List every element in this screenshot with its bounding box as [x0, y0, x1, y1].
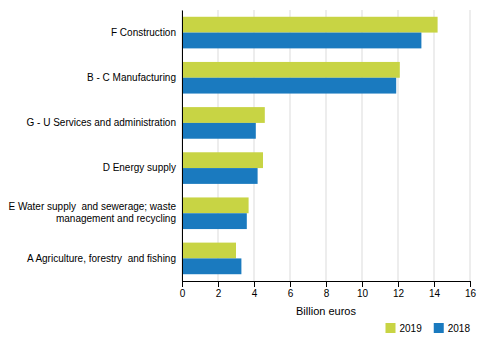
grid-line — [182, 10, 183, 281]
tick-label: F Construction — [111, 27, 176, 38]
grid-line — [470, 10, 471, 281]
tick-label: G - U Services and administration — [26, 117, 176, 128]
bar — [182, 78, 396, 94]
y-axis: A Agriculture, forestry and fishing E Wat… — [9, 11, 183, 282]
tick: D Energy supply — [103, 162, 176, 173]
tick-label: A Agriculture, forestry and fishing — [27, 253, 176, 264]
tick: A Agriculture, forestry and fishing — [27, 253, 176, 264]
tick-label: 12 — [393, 288, 405, 299]
tick-label: D Energy supply — [103, 162, 176, 173]
tick: 14 — [429, 281, 441, 299]
x-axis-title: Billion euros — [296, 305, 356, 317]
bar — [182, 62, 400, 78]
tick: B - C Manufacturing — [87, 72, 176, 83]
tick: F Construction — [111, 27, 176, 38]
legend-label: 2018 — [448, 323, 471, 334]
tick-label: E Water supply and sewerage; waste manag… — [9, 201, 177, 224]
tick: 6 — [288, 281, 294, 299]
tick: 12 — [393, 281, 405, 299]
bar — [182, 152, 263, 168]
grid — [182, 10, 470, 281]
legend: 2019 2018 — [386, 323, 471, 334]
bar — [182, 213, 247, 229]
grid-line — [326, 10, 327, 281]
axis-line — [182, 11, 183, 282]
tick: E Water supply and sewerage; waste manag… — [9, 201, 177, 224]
grid-line — [218, 10, 219, 281]
bar — [182, 168, 258, 184]
bar — [182, 17, 438, 33]
tick-mark — [326, 281, 327, 287]
x-axis: 0 2 4 6 8 10 12 14 16 — [180, 281, 477, 299]
chart: 0 2 4 6 8 10 12 14 16 A Agriculture, forestry and… — [0, 0, 486, 339]
tick-label: 0 — [180, 288, 186, 299]
grid-line — [434, 10, 435, 281]
tick: 4 — [252, 281, 258, 299]
legend-item: 2019 — [386, 323, 423, 334]
bar — [182, 243, 236, 259]
tick: G - U Services and administration — [26, 117, 176, 128]
tick-label: B - C Manufacturing — [87, 72, 176, 83]
tick-label: 10 — [357, 288, 369, 299]
bar — [182, 107, 265, 123]
tick-label: 2 — [216, 288, 222, 299]
tick: 10 — [357, 281, 369, 299]
tick-mark — [434, 281, 435, 287]
bars — [182, 17, 438, 274]
tick: 2 — [216, 281, 222, 299]
tick-mark — [470, 281, 471, 287]
tick-mark — [254, 281, 255, 287]
tick: 8 — [324, 281, 330, 299]
tick-label: 14 — [429, 288, 441, 299]
grid-line — [362, 10, 363, 281]
axis-line — [183, 282, 471, 288]
tick-label: 4 — [252, 288, 258, 299]
tick-mark — [182, 281, 183, 287]
tick-label: 6 — [288, 288, 294, 299]
tick: 0 — [180, 281, 186, 299]
tick-label: 16 — [465, 288, 477, 299]
grid-line — [254, 10, 255, 281]
bar — [182, 197, 249, 213]
legend-label: 2019 — [400, 323, 423, 334]
bar — [182, 33, 421, 49]
bar — [182, 123, 256, 139]
tick-mark — [290, 281, 291, 287]
tick-mark — [362, 281, 363, 287]
grid-line — [398, 10, 399, 281]
bar — [182, 258, 241, 274]
tick-label: 8 — [324, 288, 330, 299]
bar-series — [182, 33, 421, 275]
bar-series — [182, 17, 438, 259]
tick: 16 — [465, 281, 477, 299]
tick-mark — [398, 281, 399, 287]
legend-swatch — [386, 323, 396, 333]
tick-mark — [218, 281, 219, 287]
legend-swatch — [434, 323, 444, 333]
legend-item: 2018 — [434, 323, 471, 334]
grid-line — [290, 10, 291, 281]
